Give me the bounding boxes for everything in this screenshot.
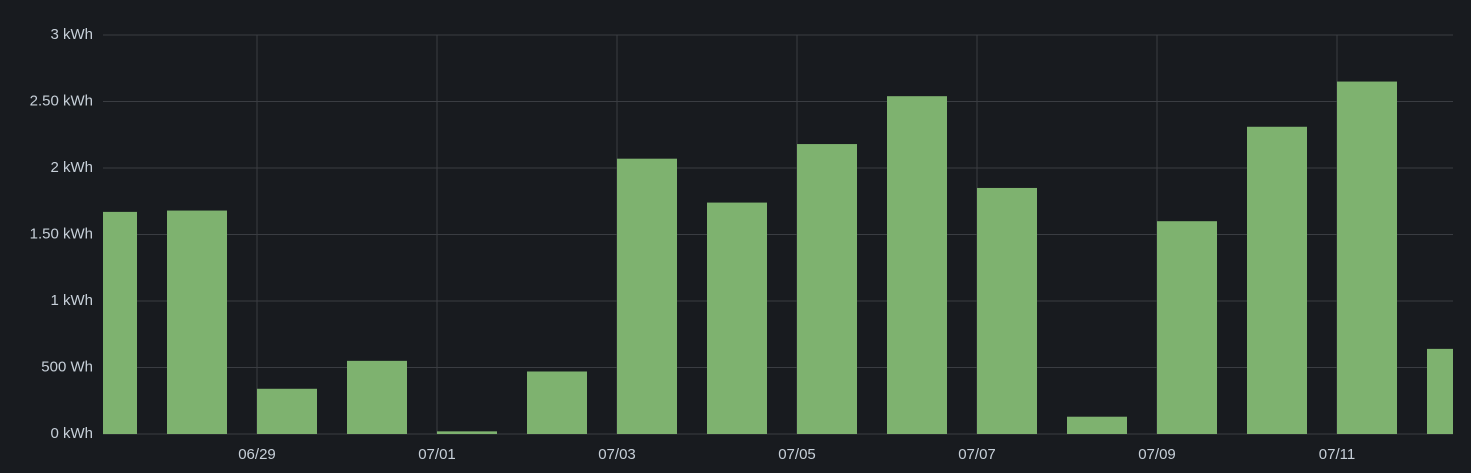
x-tick-label: 07/01	[418, 446, 456, 463]
x-tick-label: 06/29	[238, 446, 276, 463]
bar	[1157, 221, 1217, 434]
bar	[167, 210, 227, 434]
bar	[707, 202, 767, 434]
y-tick-label: 1.50 kWh	[30, 225, 93, 242]
bar	[527, 371, 587, 434]
bar	[347, 360, 407, 434]
bar	[103, 211, 137, 434]
bar	[617, 158, 677, 434]
labels: 0 kWh 500 Wh 1 kWh 1.50 kWh 2 kWh 2.50 kWh 3 k…	[30, 26, 1356, 463]
bar	[977, 187, 1037, 434]
bar	[1427, 348, 1453, 434]
bar	[1247, 126, 1307, 434]
x-tick-label: 07/09	[1138, 446, 1176, 463]
bar	[257, 388, 317, 434]
y-tick-label: 1 kWh	[50, 292, 93, 309]
bar	[797, 144, 857, 434]
x-tick-label: 07/03	[598, 446, 636, 463]
y-tick-label: 2.50 kWh	[30, 92, 93, 109]
bar	[887, 96, 947, 434]
y-tick-label: 500 Wh	[41, 358, 93, 375]
bar	[1067, 416, 1127, 434]
y-tick-label: 0 kWh	[50, 425, 93, 442]
bar	[437, 431, 497, 434]
x-tick-label: 07/07	[958, 446, 996, 463]
bar	[1337, 81, 1397, 434]
y-tick-label: 3 kWh	[50, 26, 93, 43]
x-tick-label: 07/05	[778, 446, 816, 463]
x-tick-label: 07/11	[1319, 446, 1355, 463]
bars	[103, 81, 1453, 434]
y-tick-label: 2 kWh	[50, 159, 93, 176]
